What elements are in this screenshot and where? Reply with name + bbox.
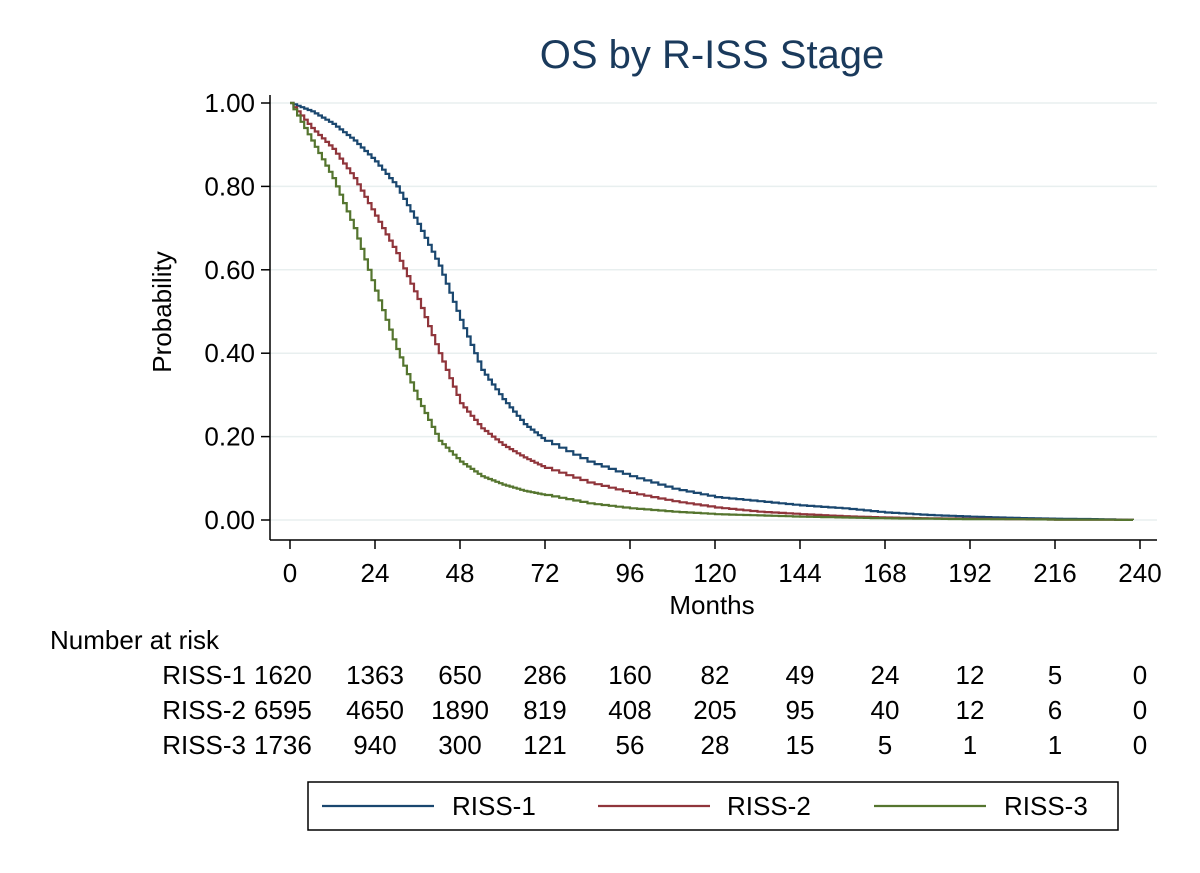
risk-cell: 5 bbox=[878, 730, 892, 760]
risk-cell: 56 bbox=[616, 730, 645, 760]
axes bbox=[269, 95, 1157, 541]
risk-cell: 1620 bbox=[254, 660, 312, 690]
x-tick-label: 216 bbox=[1033, 558, 1076, 588]
chart-title: OS by R-ISS Stage bbox=[540, 33, 885, 77]
y-tick-label: 0.80 bbox=[204, 171, 255, 201]
x-tick-label: 0 bbox=[283, 558, 297, 588]
risk-cell: 5 bbox=[1048, 660, 1062, 690]
risk-cell: 0 bbox=[1133, 695, 1147, 725]
risk-cell: 0 bbox=[1133, 730, 1147, 760]
risk-cell: 40 bbox=[871, 695, 900, 725]
x-tick-label: 48 bbox=[446, 558, 475, 588]
legend-label: RISS-1 bbox=[452, 791, 536, 821]
y-axis-ticks: 0.00 0.20 0.40 0.60 0.80 1.00 bbox=[204, 88, 270, 535]
x-axis-ticks: 0 24 48 72 96 120 144 168 192 216 240 bbox=[283, 540, 1162, 588]
risk-row-label: RISS-1 bbox=[162, 660, 246, 690]
risk-row-label: RISS-3 bbox=[162, 730, 246, 760]
risk-cell: 12 bbox=[956, 695, 985, 725]
risk-cell: 1 bbox=[1048, 730, 1062, 760]
risk-cell: 1736 bbox=[254, 730, 312, 760]
y-tick-label: 0.60 bbox=[204, 255, 255, 285]
risk-cell: 121 bbox=[523, 730, 566, 760]
x-axis-label: Months bbox=[669, 590, 754, 620]
risk-cell: 4650 bbox=[346, 695, 404, 725]
y-tick-label: 0.40 bbox=[204, 338, 255, 368]
risk-cell: 6 bbox=[1048, 695, 1062, 725]
risk-cell: 300 bbox=[438, 730, 481, 760]
x-tick-label: 96 bbox=[616, 558, 645, 588]
risk-cell: 95 bbox=[786, 695, 815, 725]
series-line-riss-3 bbox=[290, 101, 1134, 521]
series-line-riss-2 bbox=[290, 101, 1134, 521]
risk-cell: 15 bbox=[786, 730, 815, 760]
y-tick-label: 0.20 bbox=[204, 422, 255, 452]
x-tick-label: 24 bbox=[361, 558, 390, 588]
risk-cell: 6595 bbox=[254, 695, 312, 725]
risk-cell: 1363 bbox=[346, 660, 404, 690]
series-line-riss-1 bbox=[290, 101, 1134, 521]
risk-cell: 286 bbox=[523, 660, 566, 690]
x-tick-label: 192 bbox=[948, 558, 991, 588]
risk-cell: 940 bbox=[353, 730, 396, 760]
risk-cell: 49 bbox=[786, 660, 815, 690]
y-tick-label: 0.00 bbox=[204, 505, 255, 535]
x-tick-label: 72 bbox=[531, 558, 560, 588]
risk-cell: 28 bbox=[701, 730, 730, 760]
x-tick-label: 120 bbox=[693, 558, 736, 588]
risk-cell: 408 bbox=[608, 695, 651, 725]
risk-cell: 82 bbox=[701, 660, 730, 690]
risk-cell: 1 bbox=[963, 730, 977, 760]
series-lines bbox=[290, 101, 1134, 521]
x-tick-label: 240 bbox=[1118, 558, 1161, 588]
x-tick-label: 144 bbox=[778, 558, 821, 588]
risk-cell: 0 bbox=[1133, 660, 1147, 690]
risk-cell: 12 bbox=[956, 660, 985, 690]
risk-row-label: RISS-2 bbox=[162, 695, 246, 725]
risk-cell: 819 bbox=[523, 695, 566, 725]
y-axis-label: Probability bbox=[147, 251, 177, 372]
risk-cell: 24 bbox=[871, 660, 900, 690]
risk-table-heading: Number at risk bbox=[50, 625, 220, 655]
gridlines bbox=[270, 102, 1157, 521]
legend-label: RISS-2 bbox=[727, 791, 811, 821]
x-tick-label: 168 bbox=[863, 558, 906, 588]
risk-cell: 160 bbox=[608, 660, 651, 690]
risk-cell: 1890 bbox=[431, 695, 489, 725]
legend-label: RISS-3 bbox=[1004, 791, 1088, 821]
y-tick-label: 1.00 bbox=[204, 88, 255, 118]
risk-cell: 205 bbox=[693, 695, 736, 725]
legend: RISS-1 RISS-2 RISS-3 bbox=[307, 781, 1119, 831]
risk-cell: 650 bbox=[438, 660, 481, 690]
